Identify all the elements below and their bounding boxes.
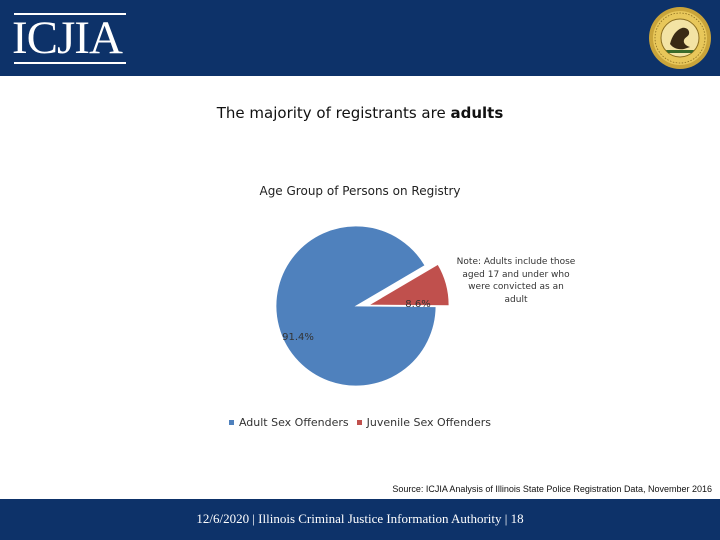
pie-slice-adult: [275, 225, 437, 387]
pie-chart: 91.4% 8.6%: [275, 225, 450, 387]
pie-slice-juvenile: [367, 263, 450, 307]
source-note: Source: ICJIA Analysis of Illinois State…: [392, 484, 712, 494]
legend-swatch: [228, 419, 234, 425]
chart-legend: Adult Sex Offenders Juvenile Sex Offender…: [0, 416, 720, 429]
slide-title: The majority of registrants are adults: [216, 104, 504, 122]
footer-text: 12/6/2020 | Illinois Criminal Justice In…: [196, 511, 524, 526]
legend-label: Adult Sex Offenders: [238, 416, 349, 429]
footer-bar: 12/6/2020 | Illinois Criminal Justice In…: [0, 499, 720, 540]
chart-title: Age Group of Persons on Registry: [259, 184, 461, 198]
illinois-state-seal-icon: [649, 7, 711, 69]
legend-item-juvenile: Juvenile Sex Offenders: [356, 416, 492, 429]
logo-bottom-rule: [14, 62, 126, 64]
data-label-adult: 91.4%: [282, 332, 314, 343]
header-bar: ICJIA: [0, 0, 720, 76]
legend-label: Juvenile Sex Offenders: [366, 416, 492, 429]
icjia-logo: ICJIA: [12, 12, 123, 64]
chart-note: Note: Adults include those aged 17 and u…: [456, 257, 576, 305]
legend-swatch: [356, 419, 362, 425]
data-label-juvenile: 8.6%: [405, 299, 430, 310]
logo-top-rule: [14, 13, 126, 15]
legend-item-adult: Adult Sex Offenders: [228, 416, 349, 429]
